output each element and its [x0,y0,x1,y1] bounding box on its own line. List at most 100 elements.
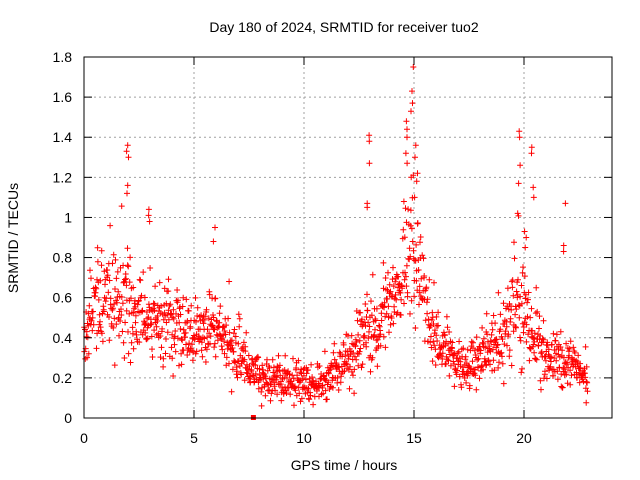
data-point [522,244,529,251]
data-point [198,347,205,354]
data-point [98,262,105,269]
data-point [391,303,398,310]
data-point [93,285,100,292]
data-point [517,337,524,344]
data-point [444,356,451,363]
data-point [476,375,483,382]
data-point [530,194,537,201]
data-point [193,348,200,355]
data-point [242,348,249,355]
y-tick-label: 1.4 [53,129,73,145]
x-tick-label: 15 [406,430,422,446]
data-point [124,245,131,252]
data-point [385,314,392,321]
data-point [210,238,217,245]
data-point [136,276,143,283]
data-point [494,341,501,348]
data-point [111,301,118,307]
data-point [106,277,113,284]
data-point [480,335,487,342]
data-point [470,339,476,346]
data-point [518,300,525,307]
data-point [194,313,201,319]
data-point [230,348,237,355]
data-point [389,276,396,283]
data-point [228,337,235,344]
data-point [428,333,434,340]
data-point [245,352,252,359]
data-point [182,334,188,341]
data-point [129,330,136,337]
data-point [137,277,144,284]
data-point [443,360,449,367]
data-point [182,329,189,336]
data-point [562,200,569,207]
data-point [364,204,371,211]
data-point [548,341,555,348]
data-point [303,370,310,377]
data-point [170,315,177,322]
data-point [408,108,414,115]
data-point [509,277,516,284]
data-point [146,218,153,225]
data-point [147,321,154,328]
data-point [259,362,266,369]
data-point [498,349,505,356]
data-point [109,260,116,267]
data-point [97,277,104,284]
data-point [386,329,392,336]
data-point [483,310,490,317]
data-point [373,305,380,312]
data-point [123,148,130,155]
data-point [584,388,591,395]
data-point [410,172,417,179]
data-point [111,315,118,322]
y-tick-label: 0.8 [53,250,73,266]
data-point [497,326,504,333]
data-point [516,314,523,321]
data-point [291,402,297,409]
data-point [352,343,359,350]
data-point [258,402,265,409]
data-point [128,295,134,302]
data-point [401,276,408,283]
data-point [366,328,372,335]
data-point [158,344,165,351]
data-point [255,354,262,361]
data-point [364,307,371,314]
data-point [366,132,373,139]
data-point [523,321,530,328]
data-point [236,315,243,322]
data-point [185,307,192,314]
data-point [519,269,526,276]
data-point [576,379,583,386]
data-point [390,320,397,327]
data-point [571,349,578,356]
data-point [309,374,316,381]
data-point [454,367,460,374]
x-tick-label: 20 [516,430,532,446]
data-point [221,338,227,345]
data-point [510,292,517,299]
data-point [432,327,438,334]
data-point [232,359,239,365]
data-point [285,384,292,391]
data-point [117,318,124,324]
data-point [99,338,106,345]
data-point [170,306,177,313]
data-point [402,205,409,212]
data-point [361,332,368,339]
data-point [356,337,363,344]
data-point [290,355,296,362]
data-point [516,128,523,135]
data-point [531,330,538,337]
data-point [432,362,439,368]
data-point [178,336,185,343]
data-point [341,368,348,375]
data-point [278,397,285,404]
data-point [143,336,150,343]
data-point [160,363,167,370]
data-point [369,354,376,361]
data-point [475,364,482,370]
data-point [180,326,187,333]
